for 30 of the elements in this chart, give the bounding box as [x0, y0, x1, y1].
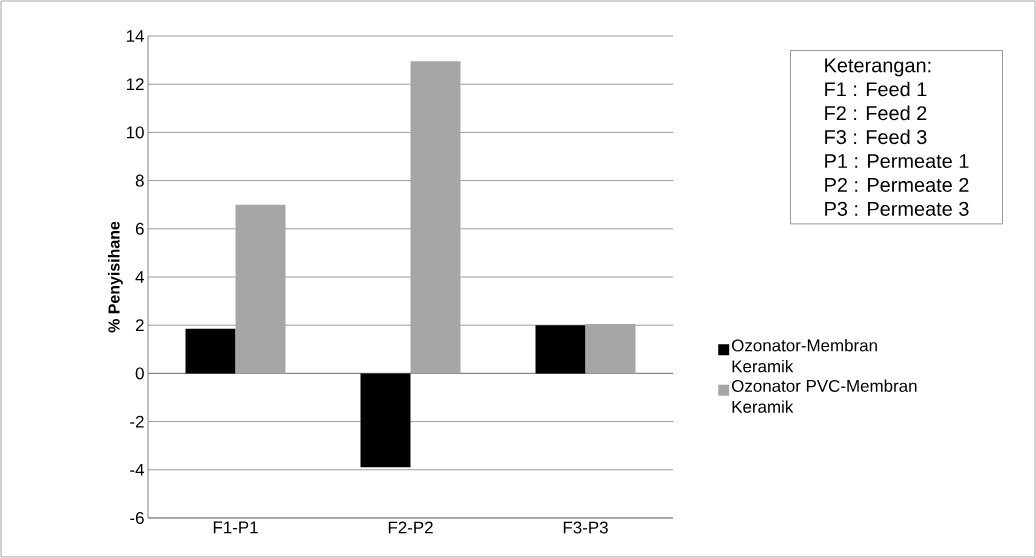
x-tick-label: F1-P1	[213, 521, 258, 534]
text: Keterangan:	[825, 58, 931, 77]
y-tick-label: 14	[126, 30, 144, 42]
text: P3 : Permeate 3	[825, 201, 969, 216]
y-tick-label: -2	[130, 415, 144, 428]
text: P1 : Permeate 1	[825, 154, 969, 169]
text: F2 : Feed 2	[825, 105, 927, 121]
x-tick-label: F3-P3	[563, 521, 608, 534]
legend-label: Ozonator-Membran Keramik	[731, 339, 877, 373]
legend-label: Ozonator PVC-Membran Keramik	[731, 379, 917, 413]
y-tick-label: 2	[135, 319, 144, 332]
text: P2 : Permeate 2	[825, 177, 969, 192]
text: F1 : Feed 1	[825, 81, 927, 97]
bar	[535, 325, 586, 374]
y-tick-label: 4	[135, 271, 144, 283]
y-tick-label: 6	[135, 222, 144, 235]
bar	[410, 61, 461, 374]
bar	[585, 323, 636, 374]
bar	[185, 328, 236, 374]
y-tick-label: -4	[130, 463, 144, 476]
y-axis-title: % Penyisihane	[107, 221, 123, 333]
y-tick-label: 12	[126, 78, 144, 91]
y-tick-label: 0	[135, 367, 144, 380]
bar	[360, 373, 411, 468]
bar	[235, 204, 286, 374]
y-tick-label: 8	[135, 174, 144, 187]
y-tick-label: -6	[130, 511, 144, 524]
text: F3 : Feed 3	[825, 129, 927, 145]
x-tick-label: F2-P2	[388, 521, 433, 534]
y-tick-label: 10	[126, 126, 144, 139]
